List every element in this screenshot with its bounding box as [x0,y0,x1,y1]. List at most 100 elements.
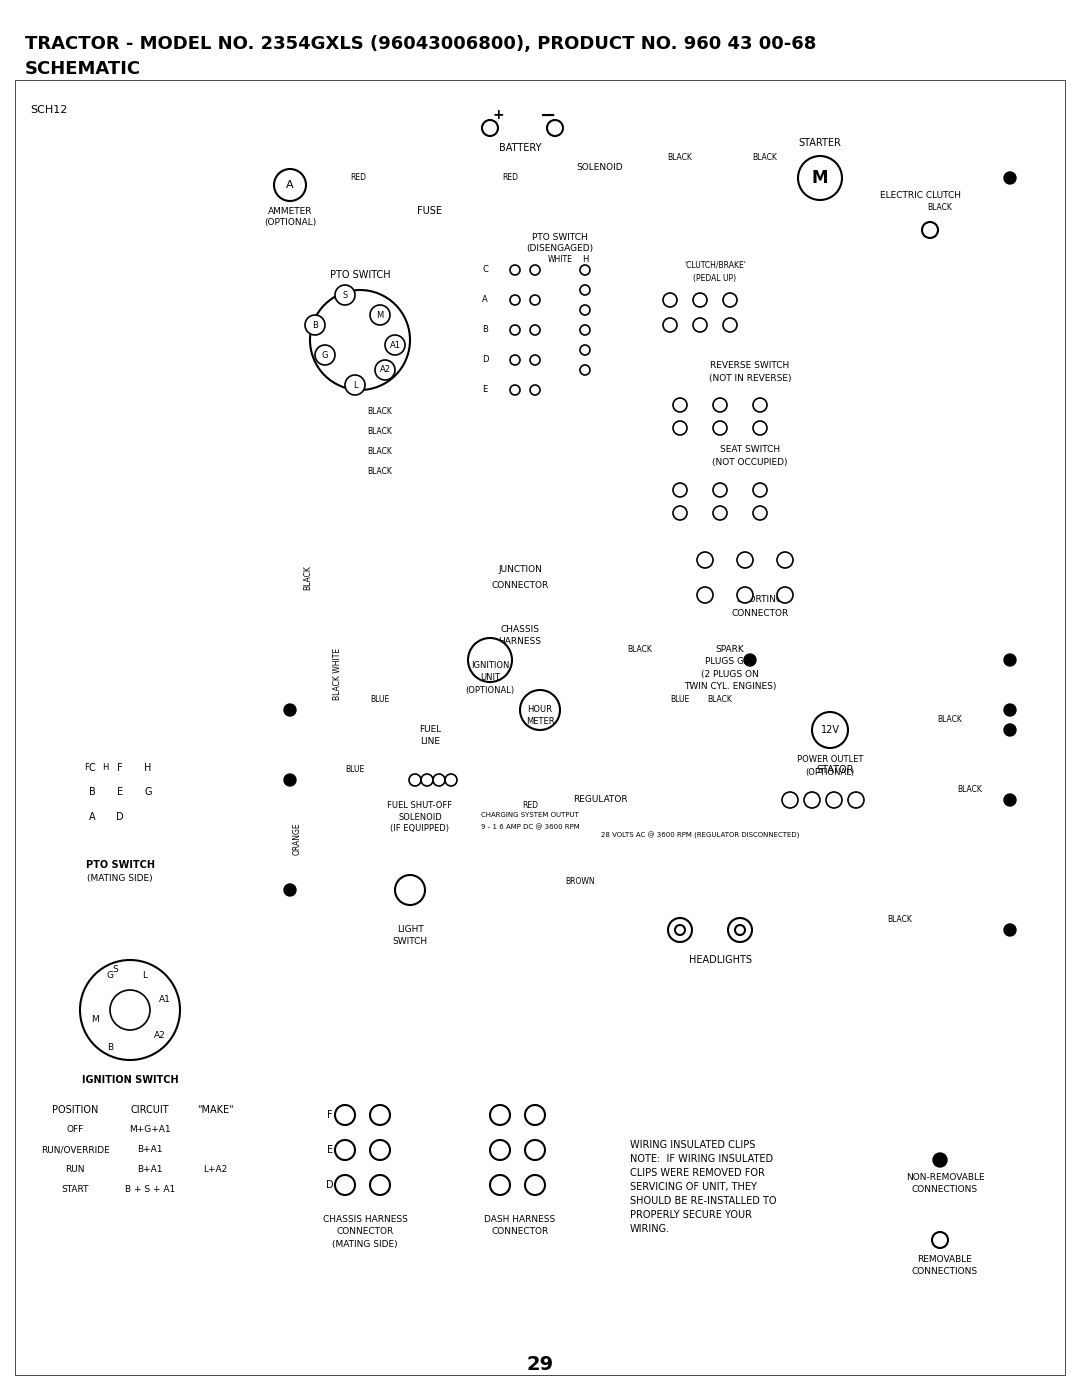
Text: FUEL: FUEL [419,725,441,735]
Text: M: M [812,169,828,187]
Circle shape [932,1232,948,1248]
Text: CONNECTOR: CONNECTOR [731,609,788,617]
Text: TWIN CYL. ENGINES): TWIN CYL. ENGINES) [684,682,777,690]
Text: F: F [327,1111,333,1120]
Circle shape [310,291,410,390]
Text: +: + [492,108,503,122]
Bar [325,1105,405,1206]
Text: E: E [483,386,488,394]
Text: L: L [143,971,148,979]
Circle shape [530,386,540,395]
Text: C: C [482,265,488,274]
Bar [130,785,152,807]
Circle shape [737,587,753,604]
Text: START: START [62,1186,89,1194]
Circle shape [519,690,561,731]
Bar [130,760,152,782]
Text: BLACK: BLACK [958,785,983,795]
Circle shape [669,918,692,942]
Text: SOLENOID: SOLENOID [577,163,623,172]
Text: (IF EQUIPPED): (IF EQUIPPED) [391,824,449,834]
Text: WIRING INSULATED CLIPS
NOTE:  IF WIRING INSULATED
CLIPS WERE REMOVED FOR
SERVICI: WIRING INSULATED CLIPS NOTE: IF WIRING I… [630,1140,777,1234]
Text: CHASSIS: CHASSIS [500,626,540,634]
Text: (PEDAL UP): (PEDAL UP) [693,274,737,282]
Circle shape [723,319,737,332]
Circle shape [673,483,687,497]
Circle shape [753,420,767,434]
Text: SWITCH: SWITCH [392,937,428,947]
Circle shape [530,265,540,275]
Text: A1: A1 [390,341,401,349]
Circle shape [525,1105,545,1125]
Text: NON-REMOVABLE: NON-REMOVABLE [906,1173,984,1182]
Text: CHASSIS HARNESS: CHASSIS HARNESS [323,1215,407,1225]
Circle shape [713,420,727,434]
Text: SHORTING: SHORTING [737,595,783,605]
Text: STATOR: STATOR [816,766,854,775]
Text: (DISENGAGED): (DISENGAGED) [526,243,594,253]
Circle shape [395,875,426,905]
Circle shape [697,552,713,569]
Text: POSITION: POSITION [52,1105,98,1115]
Text: RUN: RUN [65,1165,84,1175]
Text: (OPTIONAL): (OPTIONAL) [465,686,514,694]
Circle shape [744,654,756,666]
Text: LIGHT: LIGHT [396,925,423,935]
Text: S: S [342,291,348,299]
Text: L: L [353,380,357,390]
Text: BLACK: BLACK [937,715,962,725]
Text: CONNECTIONS: CONNECTIONS [912,1267,978,1277]
Circle shape [693,293,707,307]
Text: H: H [582,256,589,264]
Bar [480,250,640,409]
Text: REMOVABLE: REMOVABLE [918,1256,972,1264]
Text: BLACK: BLACK [367,468,392,476]
Circle shape [315,345,335,365]
Circle shape [675,925,685,935]
Circle shape [753,483,767,497]
Bar [650,270,780,345]
Text: B: B [89,787,95,798]
Text: SEAT SWITCH: SEAT SWITCH [720,446,780,454]
Circle shape [1004,793,1016,806]
Text: RUN/OVERRIDE: RUN/OVERRIDE [41,1146,109,1154]
Text: BLACK: BLACK [667,154,692,162]
Text: HOUR: HOUR [527,705,553,714]
Circle shape [510,295,519,305]
Text: DASH HARNESS: DASH HARNESS [484,1215,555,1225]
Text: PTO SWITCH: PTO SWITCH [329,270,390,279]
Circle shape [546,120,563,136]
Text: STARTER: STARTER [798,138,841,148]
Bar [410,175,450,196]
Text: L+A2: L+A2 [203,1165,227,1175]
Circle shape [490,1140,510,1160]
Text: A1: A1 [159,996,171,1004]
Bar [475,529,565,599]
Circle shape [510,355,519,365]
Bar [30,1140,275,1160]
Circle shape [370,1105,390,1125]
Circle shape [445,774,457,787]
Circle shape [922,222,939,237]
Circle shape [713,506,727,520]
Text: A: A [89,812,95,821]
Text: (2 PLUGS ON: (2 PLUGS ON [701,669,759,679]
Text: SCH12: SCH12 [30,105,67,115]
Text: BLACK: BLACK [753,154,778,162]
Circle shape [1004,923,1016,936]
Text: WHITE: WHITE [548,256,572,264]
Text: REVERSE SWITCH: REVERSE SWITCH [711,360,789,369]
Circle shape [777,587,793,604]
Circle shape [580,326,590,335]
Circle shape [335,1175,355,1194]
Text: CONNECTOR: CONNECTOR [491,1228,549,1236]
Circle shape [370,1140,390,1160]
Circle shape [305,314,325,335]
Text: M: M [376,310,383,320]
Text: REGULATOR: REGULATOR [572,795,627,805]
Circle shape [580,345,590,355]
Circle shape [580,305,590,314]
Text: H: H [102,763,108,771]
Circle shape [468,638,512,682]
Circle shape [753,398,767,412]
